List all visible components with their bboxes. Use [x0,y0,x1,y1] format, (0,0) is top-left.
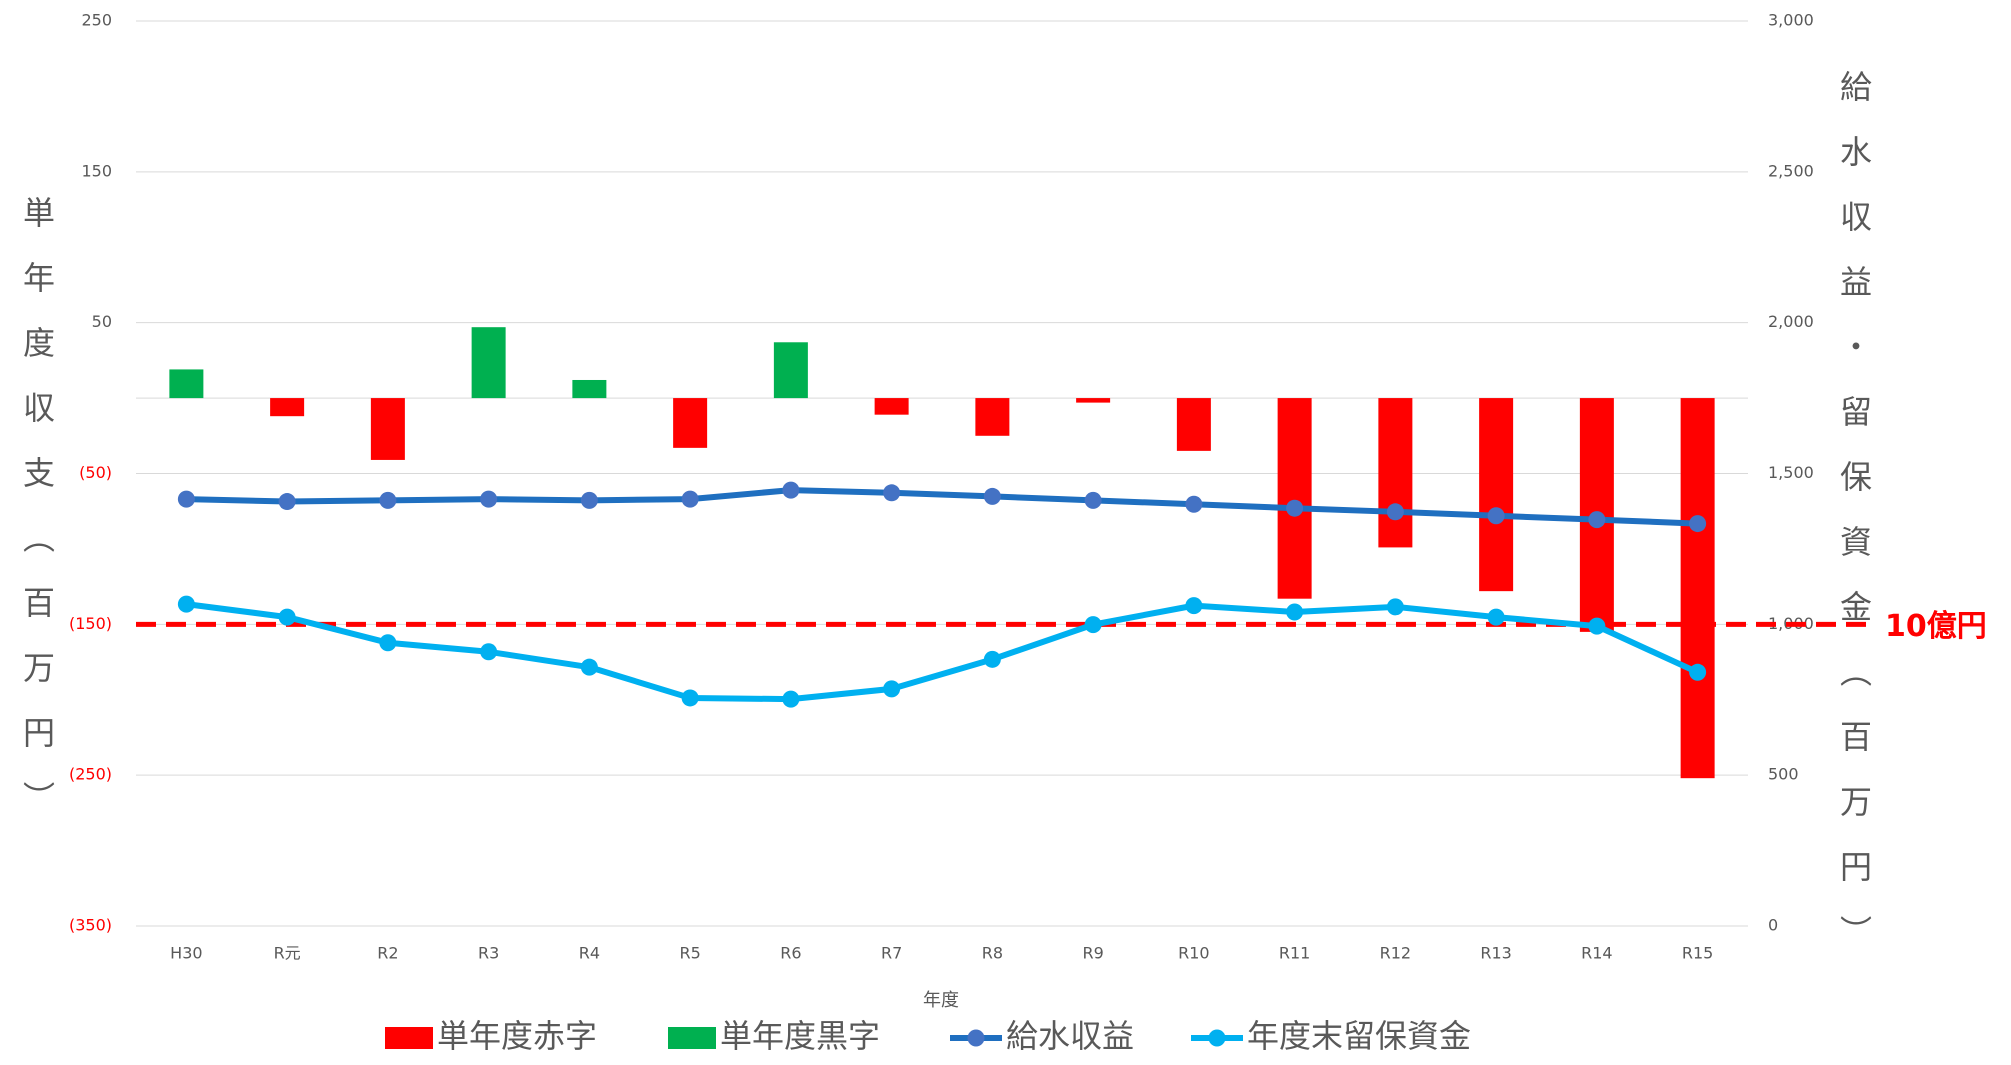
x-tick-label: H30 [170,944,202,963]
y2-axis-title: 給水収益・留保資金（百万円） [1835,70,1873,980]
x-tick-label: R8 [982,944,1003,963]
bar [1076,398,1111,403]
marker [480,643,498,661]
y2-tick-label: 500 [1768,765,1799,784]
bar [1176,398,1211,451]
reference-label: 10億円 [1885,609,1987,644]
x-tick-label: R3 [478,944,499,963]
y-axis-title: 単年度収支（百万円） [18,196,56,846]
bar [169,369,204,399]
y2-tick-label: 0 [1768,916,1778,935]
x-tick-label: R14 [1581,944,1612,963]
line [185,601,1699,703]
x-tick-label: R6 [780,944,801,963]
x-tick-label: R7 [881,944,902,963]
marker [1386,598,1404,616]
marker [983,487,1001,505]
bar [270,398,305,417]
marker [278,493,296,511]
bar [1479,398,1514,592]
x-tick-label: R11 [1279,944,1310,963]
x-tick-label: R13 [1480,944,1511,963]
y2-tick-label: 2,500 [1768,161,1814,180]
marker [681,490,699,508]
marker [379,491,397,509]
x-tick-label: R15 [1682,944,1713,963]
marker [1689,515,1707,533]
marker [883,484,901,502]
marker [1588,511,1606,529]
marker [1386,503,1404,521]
bar [673,398,708,448]
bar [874,398,909,415]
marker [1487,608,1505,626]
marker [782,481,800,499]
legend-label: 年度末留保資金 [1247,1017,1471,1055]
legend-label: 単年度黒字 [720,1017,880,1055]
marker [782,690,800,708]
line [186,487,1698,527]
y-tick-label: (150) [69,614,112,633]
x-tick-label: R10 [1178,944,1209,963]
marker [1084,491,1102,509]
y2-tick-label: 3,000 [1768,11,1814,30]
marker [1286,603,1304,621]
y-tick-label: (350) [69,916,112,935]
marker [278,608,296,626]
bar [572,379,607,399]
marker [1084,616,1102,634]
marker [1689,663,1707,681]
legend-label: 給水収益 [1006,1017,1134,1055]
x-tick-label: R5 [679,944,700,963]
legend-label: 単年度赤字 [437,1017,597,1055]
marker [883,680,901,698]
y-tick-label: 150 [81,161,112,180]
marker [681,689,699,707]
bar [975,398,1010,436]
x-tick-label: R12 [1380,944,1411,963]
marker [379,634,397,652]
legend-marker [1208,1029,1226,1047]
marker [177,595,195,613]
bar [1680,398,1715,779]
y-tick-label: (250) [69,765,112,784]
x-tick-label: R2 [377,944,398,963]
marker [480,490,498,508]
y-tick-label: 250 [81,11,112,30]
bar [370,398,405,460]
marker [1185,597,1203,615]
legend-swatch [668,1027,716,1049]
bar [1378,398,1413,548]
marker [1487,507,1505,525]
y2-tick-label: 1,500 [1768,463,1814,482]
y2-tick-label: 2,000 [1768,312,1814,331]
marker [1185,495,1203,513]
marker [1588,617,1606,635]
x-tick-label: R元 [274,944,301,963]
legend-marker [967,1029,985,1047]
marker [177,490,195,508]
y-tick-label: 50 [92,312,112,331]
legend-swatch [385,1027,433,1049]
marker [580,658,598,676]
x-axis-title: 年度 [923,990,959,1011]
x-tick-label: R9 [1082,944,1103,963]
marker [1286,499,1304,517]
y-tick-label: (50) [79,463,112,482]
x-tick-label: R4 [579,944,600,963]
marker [580,491,598,509]
marker [983,650,1001,668]
bar [1277,398,1312,599]
bar [471,327,506,399]
bar [773,342,808,399]
